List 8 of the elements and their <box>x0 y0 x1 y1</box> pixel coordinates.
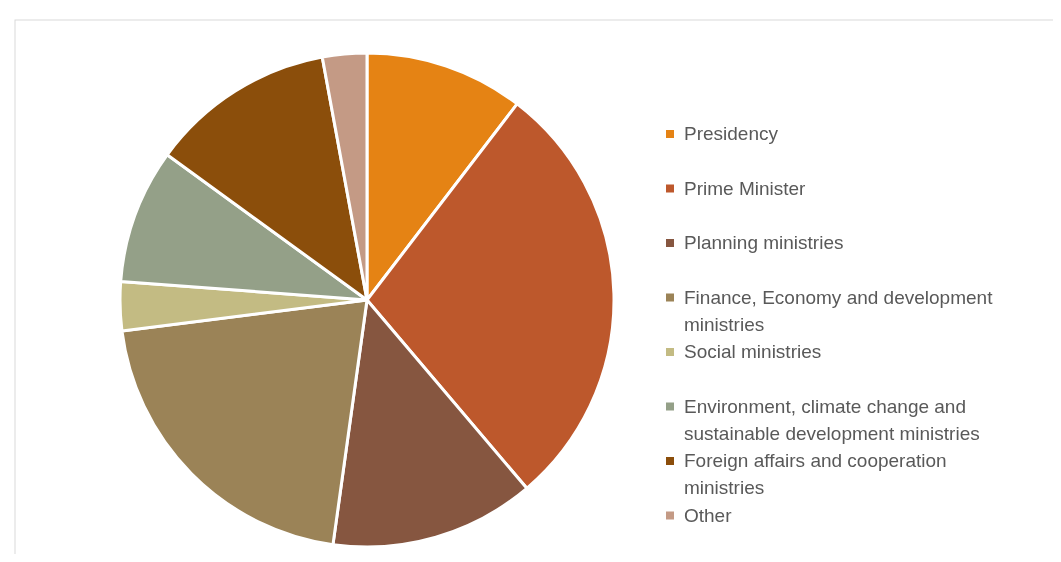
legend-label: Finance, Economy and development ministries <box>684 286 994 335</box>
legend-label: Social ministries <box>684 341 822 363</box>
legend-label: Other <box>684 504 733 526</box>
legend-label: Environment, climate change and sustainable development ministries <box>684 395 980 444</box>
legend-label: Foreign affairs and cooperation ministries <box>684 450 947 499</box>
legend-label: Presidency <box>684 123 779 145</box>
legend-label: Prime Minister <box>684 177 807 199</box>
legend-label: Planning ministries <box>684 232 844 254</box>
